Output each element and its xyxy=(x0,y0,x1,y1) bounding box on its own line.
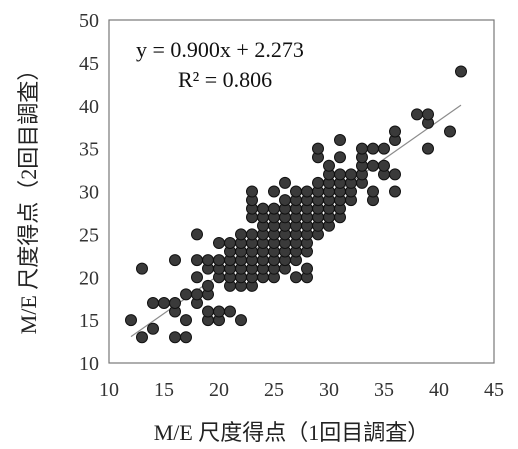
data-point xyxy=(213,305,225,318)
x-tick-label: 25 xyxy=(264,379,284,401)
y-axis-ticks: 10 15 20 25 30 35 40 45 50 xyxy=(79,10,99,375)
x-tick-label: 40 xyxy=(429,379,449,401)
data-point xyxy=(334,151,346,164)
data-point xyxy=(213,254,225,267)
x-tick-label: 15 xyxy=(154,379,174,401)
data-point xyxy=(455,65,467,78)
data-point xyxy=(180,288,192,301)
data-point xyxy=(334,168,346,181)
data-point xyxy=(202,305,214,318)
y-tick-label: 35 xyxy=(79,139,99,161)
data-point xyxy=(191,228,203,241)
data-point xyxy=(378,142,390,155)
data-point xyxy=(279,194,291,207)
data-point xyxy=(389,168,401,181)
data-point xyxy=(301,185,313,198)
data-point xyxy=(125,314,137,327)
data-point xyxy=(246,185,258,198)
data-point xyxy=(312,176,324,189)
data-point xyxy=(345,168,357,181)
x-tick-label: 35 xyxy=(374,379,394,401)
data-point xyxy=(367,142,379,155)
y-tick-label: 40 xyxy=(79,96,99,118)
data-point xyxy=(323,159,335,172)
data-point xyxy=(268,185,280,198)
data-point xyxy=(444,125,456,138)
y-tick-label: 30 xyxy=(79,182,99,204)
x-axis-label: M/E 尺度得点（1回目調査） xyxy=(154,420,430,445)
data-points xyxy=(125,65,467,344)
y-axis-label: M/E 尺度得点（2回目調査） xyxy=(16,59,41,335)
data-point xyxy=(224,305,236,318)
data-point xyxy=(389,125,401,138)
data-point xyxy=(224,236,236,249)
data-point xyxy=(389,185,401,198)
data-point xyxy=(136,262,148,275)
data-point xyxy=(191,271,203,284)
data-point xyxy=(378,159,390,172)
data-point xyxy=(290,271,302,284)
y-tick-label: 45 xyxy=(79,53,99,75)
data-point xyxy=(268,202,280,215)
data-point xyxy=(147,296,159,309)
data-point xyxy=(147,322,159,335)
data-point xyxy=(367,159,379,172)
data-point xyxy=(169,296,181,309)
data-point xyxy=(235,314,247,327)
data-point xyxy=(422,142,434,155)
data-point xyxy=(169,331,181,344)
x-tick-label: 10 xyxy=(99,379,119,401)
y-tick-label: 25 xyxy=(79,224,99,246)
y-tick-label: 10 xyxy=(79,353,99,375)
data-point xyxy=(356,142,368,155)
y-tick-label: 50 xyxy=(79,10,99,32)
data-point xyxy=(279,176,291,189)
plot-area-frame xyxy=(108,19,495,364)
data-point xyxy=(290,185,302,198)
r-squared-label: R² = 0.806 xyxy=(178,67,272,92)
data-point xyxy=(191,288,203,301)
regression-equation: y = 0.900x + 2.273 xyxy=(136,37,304,62)
data-point xyxy=(411,108,423,121)
data-point xyxy=(235,228,247,241)
data-point xyxy=(169,254,181,267)
y-tick-label: 15 xyxy=(79,310,99,332)
data-point xyxy=(246,228,258,241)
y-tick-label: 20 xyxy=(79,267,99,289)
data-point xyxy=(301,262,313,275)
data-point xyxy=(136,331,148,344)
x-axis-ticks: 10 15 20 25 30 35 40 45 xyxy=(99,379,504,401)
x-tick-label: 45 xyxy=(484,379,504,401)
data-point xyxy=(158,296,170,309)
data-point xyxy=(367,185,379,198)
data-point xyxy=(202,279,214,292)
data-point xyxy=(202,254,214,267)
data-point xyxy=(334,134,346,147)
data-point xyxy=(180,331,192,344)
x-tick-label: 30 xyxy=(319,379,339,401)
data-point xyxy=(422,108,434,121)
x-tick-label: 20 xyxy=(209,379,229,401)
data-point xyxy=(312,142,324,155)
data-point xyxy=(191,254,203,267)
data-point xyxy=(180,314,192,327)
data-point xyxy=(257,202,269,215)
data-point xyxy=(213,236,225,249)
